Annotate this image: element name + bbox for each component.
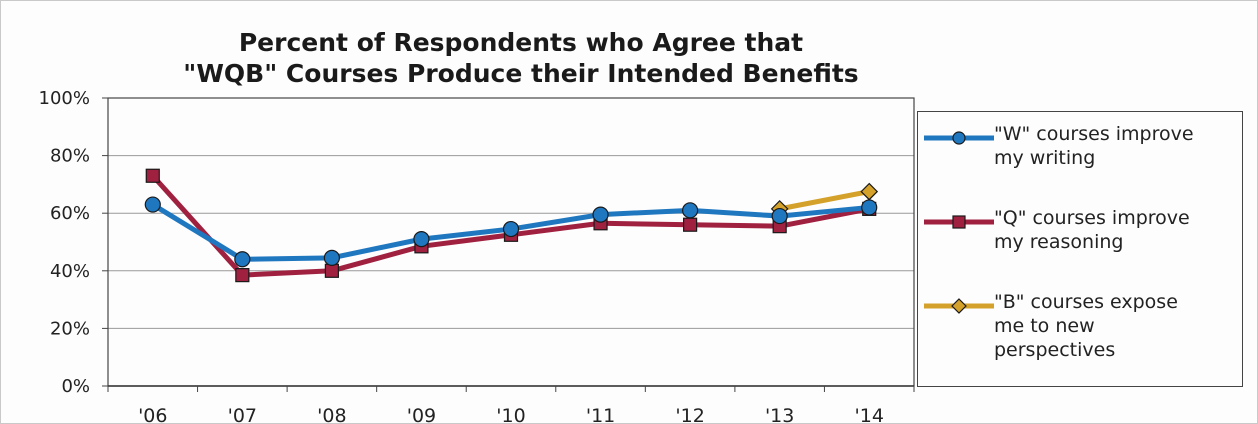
y-tick-label: 100% xyxy=(39,88,90,109)
series-line-2 xyxy=(777,189,872,212)
x-tick-label: '14 xyxy=(855,405,884,423)
x-tick-label: '12 xyxy=(675,405,704,423)
legend-swatch-w xyxy=(924,131,994,145)
data-point-q xyxy=(324,263,339,278)
x-tick-label: '06 xyxy=(138,405,167,423)
x-tick-label: '08 xyxy=(317,405,346,423)
chart-title-line-1: Percent of Respondents who Agree that xyxy=(238,28,804,57)
x-tick-label: '09 xyxy=(407,405,436,423)
data-point-w xyxy=(861,199,878,216)
x-tick-label: '07 xyxy=(228,405,257,423)
data-point-q xyxy=(145,168,160,183)
x-tick-label: '10 xyxy=(496,405,525,423)
chart-legend: "W" courses improve my writing "Q" cours… xyxy=(917,111,1243,387)
data-point-b xyxy=(860,182,879,201)
y-tick-label: 20% xyxy=(50,318,90,339)
data-point-w xyxy=(413,231,430,248)
data-point-w xyxy=(592,206,609,223)
data-point-w xyxy=(682,202,699,219)
y-tick-label: 40% xyxy=(50,261,90,282)
plot-area-border xyxy=(107,97,915,387)
x-tick-label: '13 xyxy=(765,405,794,423)
x-tick-label: '11 xyxy=(586,405,615,423)
chart-title-line-2: "WQB" Courses Produce their Intended Ben… xyxy=(183,59,859,88)
legend-swatch-b xyxy=(924,298,994,314)
data-point-w xyxy=(323,249,340,266)
y-tick-label: 80% xyxy=(50,146,90,167)
legend-label-b: "B" courses expose me to new perspective… xyxy=(994,291,1178,361)
data-point-q xyxy=(683,217,698,232)
chart-title: Percent of Respondents who Agree that "W… xyxy=(151,27,891,89)
data-point-w xyxy=(502,220,520,238)
data-point-w xyxy=(771,207,788,225)
data-point-q xyxy=(235,268,250,283)
data-point-w xyxy=(234,251,251,268)
y-tick-label: 60% xyxy=(50,203,90,224)
y-tick-label: 0% xyxy=(61,376,90,397)
legend-label-w: "W" courses improve my writing xyxy=(994,123,1194,169)
legend-label-q: "Q" courses improve my reasoning xyxy=(994,207,1190,253)
legend-swatch-q xyxy=(924,215,994,229)
data-point-w xyxy=(144,196,161,213)
